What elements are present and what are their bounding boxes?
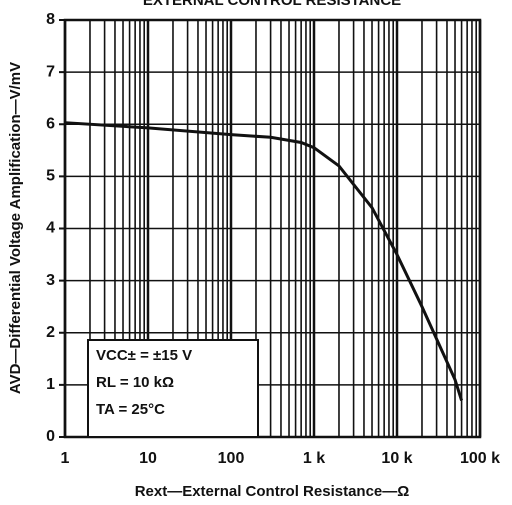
y-tick-label: 4 bbox=[46, 220, 55, 237]
y-tick-label: 6 bbox=[46, 115, 55, 132]
y-tick-label: 3 bbox=[46, 272, 55, 289]
chart-title: EXTERNAL CONTROL RESISTANCE bbox=[143, 0, 401, 9]
y-axis-label: AVD—Differential Voltage Amplification—V… bbox=[7, 62, 24, 394]
x-axis-label: Rext—External Control Resistance—Ω bbox=[135, 483, 410, 500]
plot-frame bbox=[63, 18, 482, 439]
annotation: RL = 10 kΩ bbox=[96, 374, 174, 391]
x-tick-label: 10 k bbox=[381, 450, 412, 467]
data-line bbox=[64, 121, 464, 401]
x-tick-label: 1 bbox=[61, 450, 70, 467]
x-tick-label: 10 bbox=[139, 450, 157, 467]
y-tick-label: 0 bbox=[46, 428, 55, 445]
y-tick-label: 8 bbox=[46, 11, 55, 28]
x-tick-label: 1 k bbox=[303, 450, 325, 467]
annotation-box bbox=[87, 339, 259, 438]
y-tick-label: 1 bbox=[46, 376, 55, 393]
x-tick-label: 100 bbox=[218, 450, 245, 467]
y-tick-label: 7 bbox=[46, 63, 55, 80]
y-tick-label: 5 bbox=[46, 168, 55, 185]
x-tick-label: 100 k bbox=[460, 450, 500, 467]
y-tick-label: 2 bbox=[46, 324, 55, 341]
annotation: VCC± = ±15 V bbox=[96, 347, 192, 364]
annotation: TA = 25°C bbox=[96, 401, 165, 418]
